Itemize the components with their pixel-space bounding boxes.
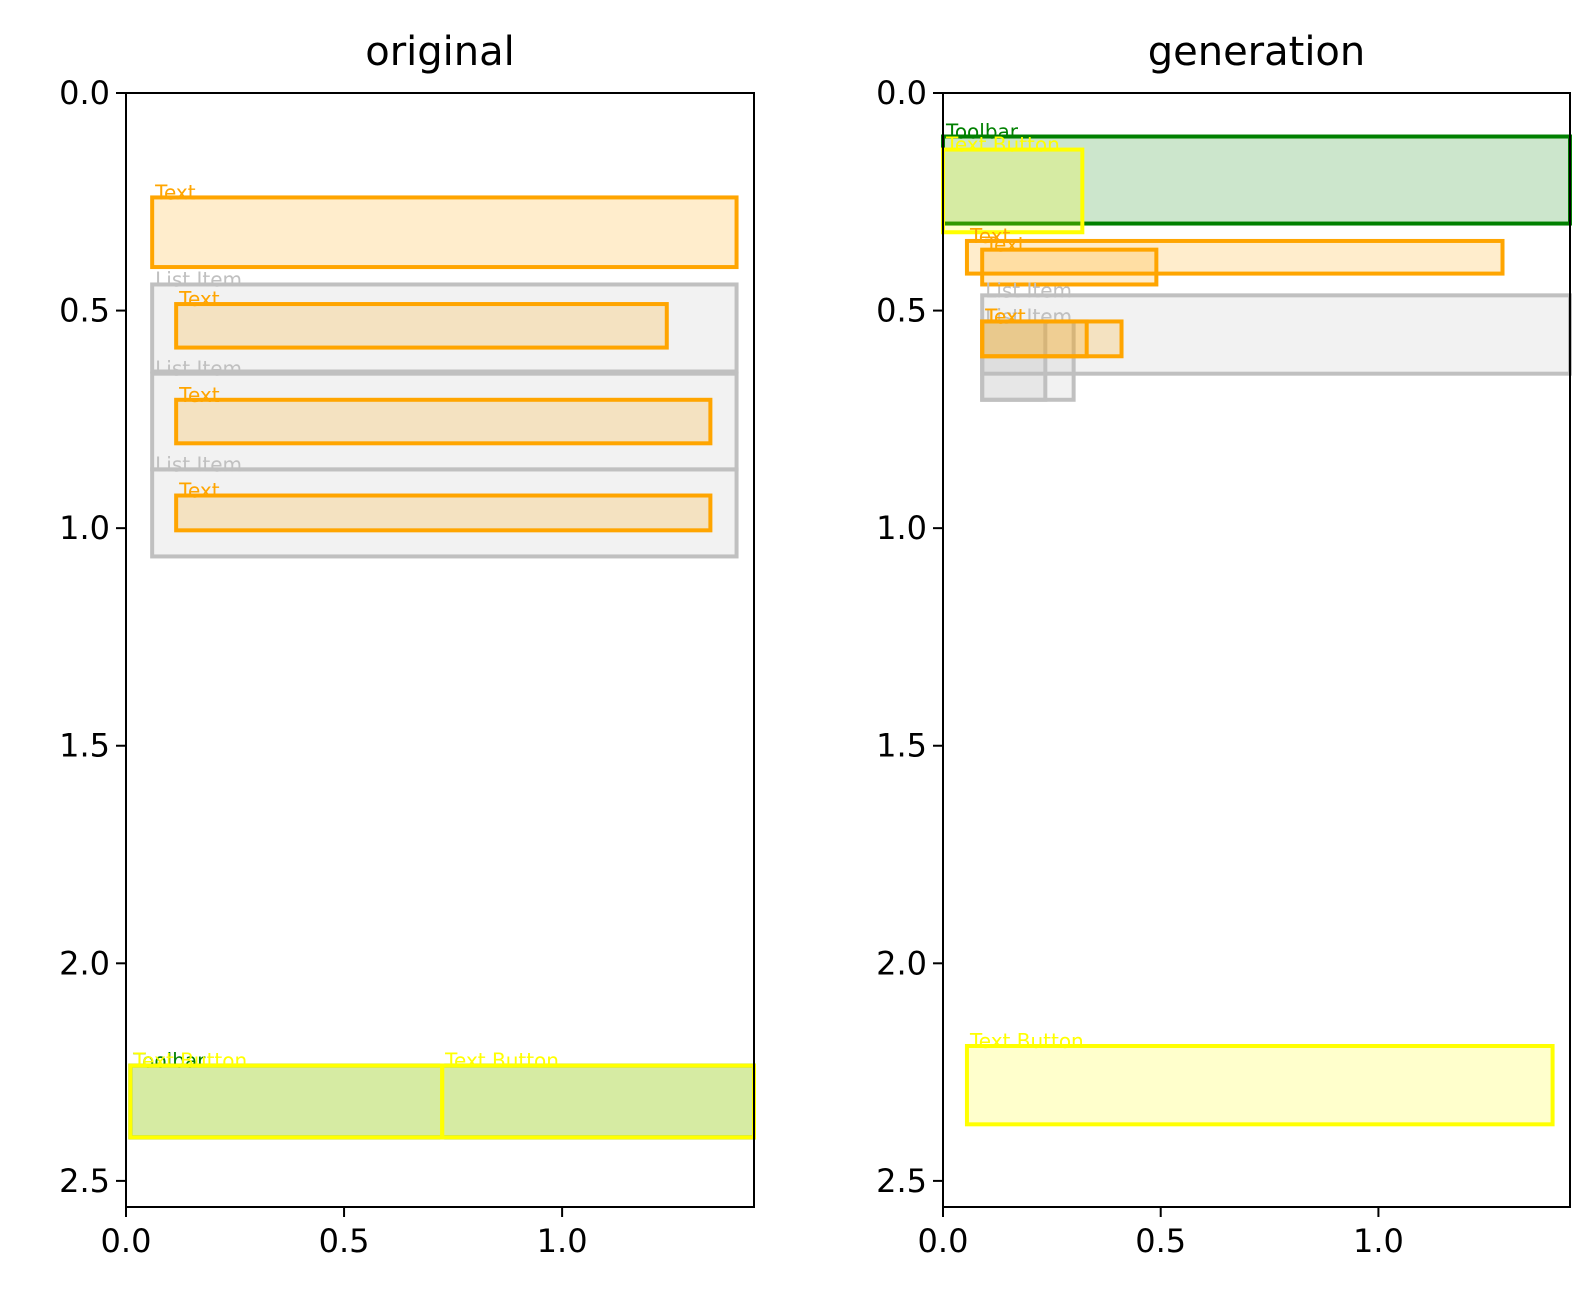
box-text <box>174 493 713 533</box>
y-tick-label: 2.0 <box>876 944 927 982</box>
box-list-item <box>150 371 739 472</box>
y-tick-label: 0.0 <box>59 74 110 112</box>
x-tick-label: 0.5 <box>319 1222 370 1260</box>
axes-frame <box>942 92 1571 1208</box>
x-tick-label: 0.0 <box>918 1222 969 1260</box>
box-text-button <box>128 1063 445 1140</box>
y-tick-label: 1.5 <box>876 727 927 765</box>
y-tick-label: 2.5 <box>876 1162 927 1200</box>
box-label-text-button: Text Button <box>945 133 1060 157</box>
box-label-text-button: Text Button <box>444 1049 559 1073</box>
panel-title: generation <box>1148 29 1366 75</box>
box-text <box>980 247 1159 287</box>
x-tick-label: 1.0 <box>1353 1222 1404 1260</box>
y-tick-label: 1.5 <box>59 727 110 765</box>
box-text <box>980 319 1124 359</box>
box-label-text-button: Text Button <box>969 1029 1084 1053</box>
box-label-list-item: List Item <box>985 278 1072 302</box>
box-label-toolbar: Toolbar <box>945 120 1019 144</box>
box-text <box>150 195 739 270</box>
y-tick-label: 0.5 <box>59 292 110 330</box>
box-label-text: Text <box>154 180 196 204</box>
axes-frame <box>125 92 755 1208</box>
y-tick-label: 2.5 <box>59 1162 110 1200</box>
box-text <box>174 397 713 446</box>
box-label-text: Text <box>969 224 1011 248</box>
box-label-text-button: Text Button <box>132 1049 247 1073</box>
box-label-text: Text <box>178 479 220 503</box>
box-label-list-item: List Item <box>985 304 1072 328</box>
box-label-text: Text <box>984 233 1026 257</box>
box-text-button <box>964 1043 1555 1127</box>
box-label-list-item: List Item <box>155 267 242 291</box>
y-tick-label: 0.5 <box>876 292 927 330</box>
box-list-item <box>150 467 739 559</box>
box-label-text: Text <box>984 304 1026 328</box>
box-text <box>980 319 1089 359</box>
y-tick-label: 1.0 <box>876 509 927 547</box>
x-tick-label: 1.0 <box>537 1222 588 1260</box>
box-label-list-item: List Item <box>985 304 1072 328</box>
box-text <box>964 238 1505 276</box>
panel-title: original <box>365 29 515 75</box>
box-label-text: Text <box>178 287 220 311</box>
box-label-list-item: List Item <box>155 357 242 381</box>
y-tick-label: 0.0 <box>876 74 927 112</box>
x-tick-label: 0.5 <box>1135 1222 1186 1260</box>
box-text-button <box>440 1063 756 1140</box>
x-tick-label: 0.0 <box>101 1222 152 1260</box>
box-label-text: Text <box>984 304 1026 328</box>
y-tick-label: 2.0 <box>59 944 110 982</box>
box-label-text: Text <box>178 383 220 407</box>
box-text <box>174 302 669 350</box>
box-label-list-item: List Item <box>155 452 242 476</box>
box-list-item <box>150 282 739 374</box>
box-text-button <box>941 147 1085 235</box>
box-label-toolbar: Toolbar <box>132 1049 206 1073</box>
y-tick-label: 1.0 <box>59 509 110 547</box>
